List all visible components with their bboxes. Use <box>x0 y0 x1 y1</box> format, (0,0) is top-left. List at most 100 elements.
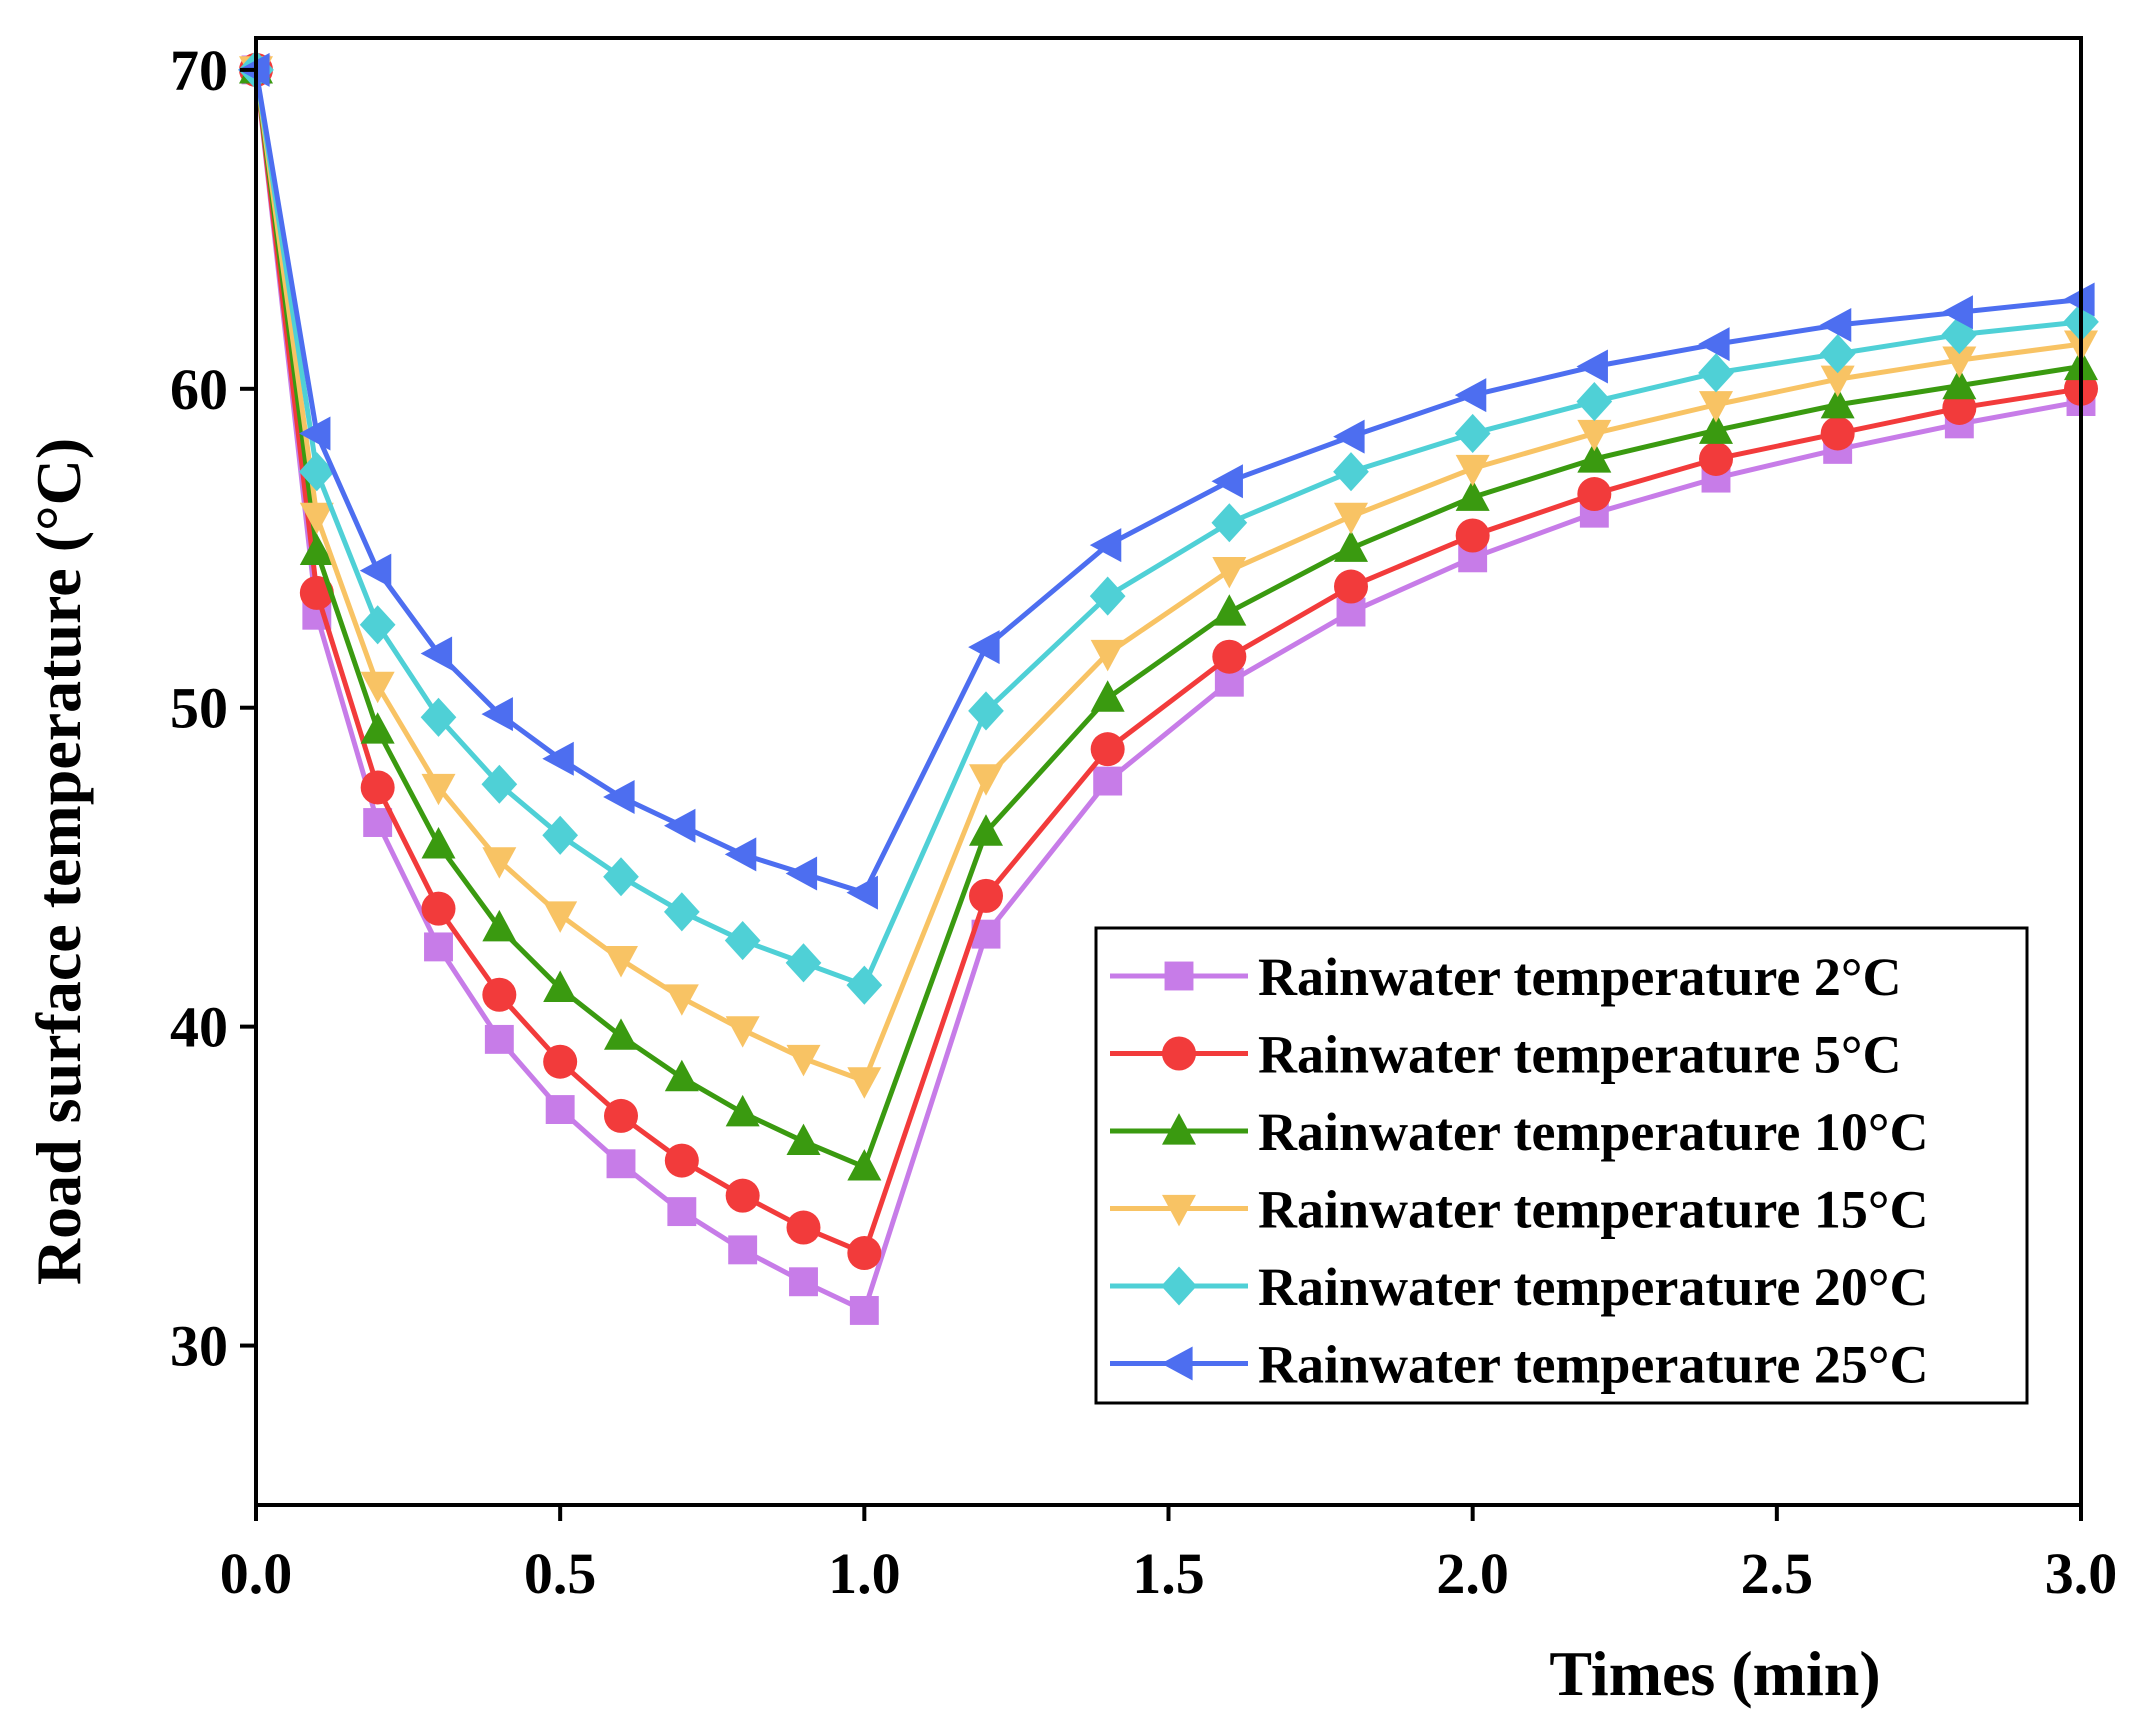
data-point <box>667 1197 697 1227</box>
x-tick-label: 1.5 <box>1132 1541 1205 1606</box>
data-point <box>1820 386 1855 419</box>
legend-marker <box>1161 1266 1197 1306</box>
data-point <box>724 837 757 872</box>
legend-item: Rainwater temperature 20°C <box>1110 1257 1928 1317</box>
data-point <box>1089 528 1122 563</box>
data-point <box>359 605 396 645</box>
data-point <box>424 932 453 962</box>
data-point <box>603 780 635 815</box>
legend-marker <box>1161 1346 1193 1381</box>
data-point <box>969 814 1003 846</box>
data-point <box>360 770 395 805</box>
data-point <box>545 1095 575 1124</box>
data-point <box>1093 766 1123 796</box>
data-point <box>421 827 456 859</box>
data-point <box>481 764 518 804</box>
data-point <box>421 773 456 806</box>
data-point <box>299 575 334 610</box>
data-point <box>543 901 578 933</box>
data-point <box>1819 308 1852 343</box>
data-point <box>786 1044 821 1077</box>
data-point <box>299 533 334 566</box>
data-point <box>542 815 579 855</box>
data-point <box>968 630 1000 665</box>
data-point <box>663 892 700 932</box>
y-tick-label: 50 <box>170 676 228 741</box>
data-point <box>1577 441 1612 473</box>
data-point <box>359 553 392 588</box>
data-point <box>1090 680 1125 712</box>
data-point <box>1941 295 1973 330</box>
data-point <box>846 875 878 910</box>
data-point <box>2063 282 2095 317</box>
data-point <box>482 909 517 942</box>
data-point <box>1942 367 1977 400</box>
data-point <box>1942 346 1977 378</box>
data-point <box>1819 334 1856 374</box>
data-point <box>1334 502 1368 535</box>
series-2 <box>239 52 2098 1271</box>
series-3 <box>239 52 2098 1181</box>
data-point <box>1577 419 1612 452</box>
data-point <box>543 1044 578 1079</box>
data-point <box>1576 349 1608 384</box>
legend-box <box>1094 926 2029 1405</box>
data-point <box>663 808 696 843</box>
data-point <box>1820 416 1855 451</box>
legend-label: Rainwater temperature 25°C <box>1258 1335 1928 1395</box>
data-point <box>786 1123 821 1156</box>
x-tick-label: 3.0 <box>2045 1541 2118 1606</box>
data-point <box>849 1296 879 1325</box>
data-point <box>1455 479 1490 511</box>
data-point <box>968 691 1004 731</box>
legend-marker <box>1162 1194 1196 1227</box>
data-point <box>606 1149 636 1179</box>
data-point <box>360 712 395 744</box>
legend-label: Rainwater temperature 5°C <box>1258 1025 1901 1085</box>
data-point <box>1212 594 1247 626</box>
data-point <box>664 1059 699 1092</box>
data-point <box>1454 413 1491 454</box>
data-point <box>1576 382 1613 422</box>
data-point <box>420 636 453 671</box>
data-point <box>481 697 513 732</box>
data-point <box>847 1236 882 1271</box>
series-5 <box>238 50 2099 1005</box>
data-point <box>664 984 699 1016</box>
data-point <box>604 946 638 978</box>
y-tick-label: 30 <box>170 1314 228 1379</box>
x-tick-label: 0.0 <box>220 1541 293 1606</box>
data-point <box>1089 576 1126 616</box>
data-point <box>1333 452 1369 492</box>
data-point <box>482 977 517 1012</box>
data-point <box>1212 639 1247 674</box>
data-point <box>420 697 457 737</box>
y-tick-label: 70 <box>170 38 228 103</box>
data-point <box>846 965 883 1005</box>
data-point <box>1334 530 1368 562</box>
data-point <box>604 1018 638 1050</box>
data-point <box>725 1178 760 1213</box>
data-point <box>725 1016 760 1048</box>
data-point <box>360 671 395 704</box>
y-tick-label: 60 <box>170 357 228 422</box>
data-point <box>421 891 456 926</box>
legend-item: Rainwater temperature 2°C <box>1110 947 1901 1007</box>
y-tick-label: 40 <box>170 995 228 1060</box>
data-point <box>847 1067 882 1099</box>
data-point <box>482 847 517 879</box>
data-point <box>1820 365 1855 398</box>
series-6 <box>238 52 2095 910</box>
data-point <box>785 943 822 983</box>
data-point <box>1699 441 1733 476</box>
data-point <box>789 1267 818 1297</box>
data-point <box>543 970 578 1002</box>
data-point <box>786 1210 821 1245</box>
data-point <box>298 452 335 492</box>
data-point <box>484 1024 514 1054</box>
x-tick-label: 1.0 <box>828 1541 901 1606</box>
data-point <box>969 878 1003 913</box>
data-point <box>1942 390 1977 425</box>
legend-item: Rainwater temperature 25°C <box>1110 1335 1928 1395</box>
